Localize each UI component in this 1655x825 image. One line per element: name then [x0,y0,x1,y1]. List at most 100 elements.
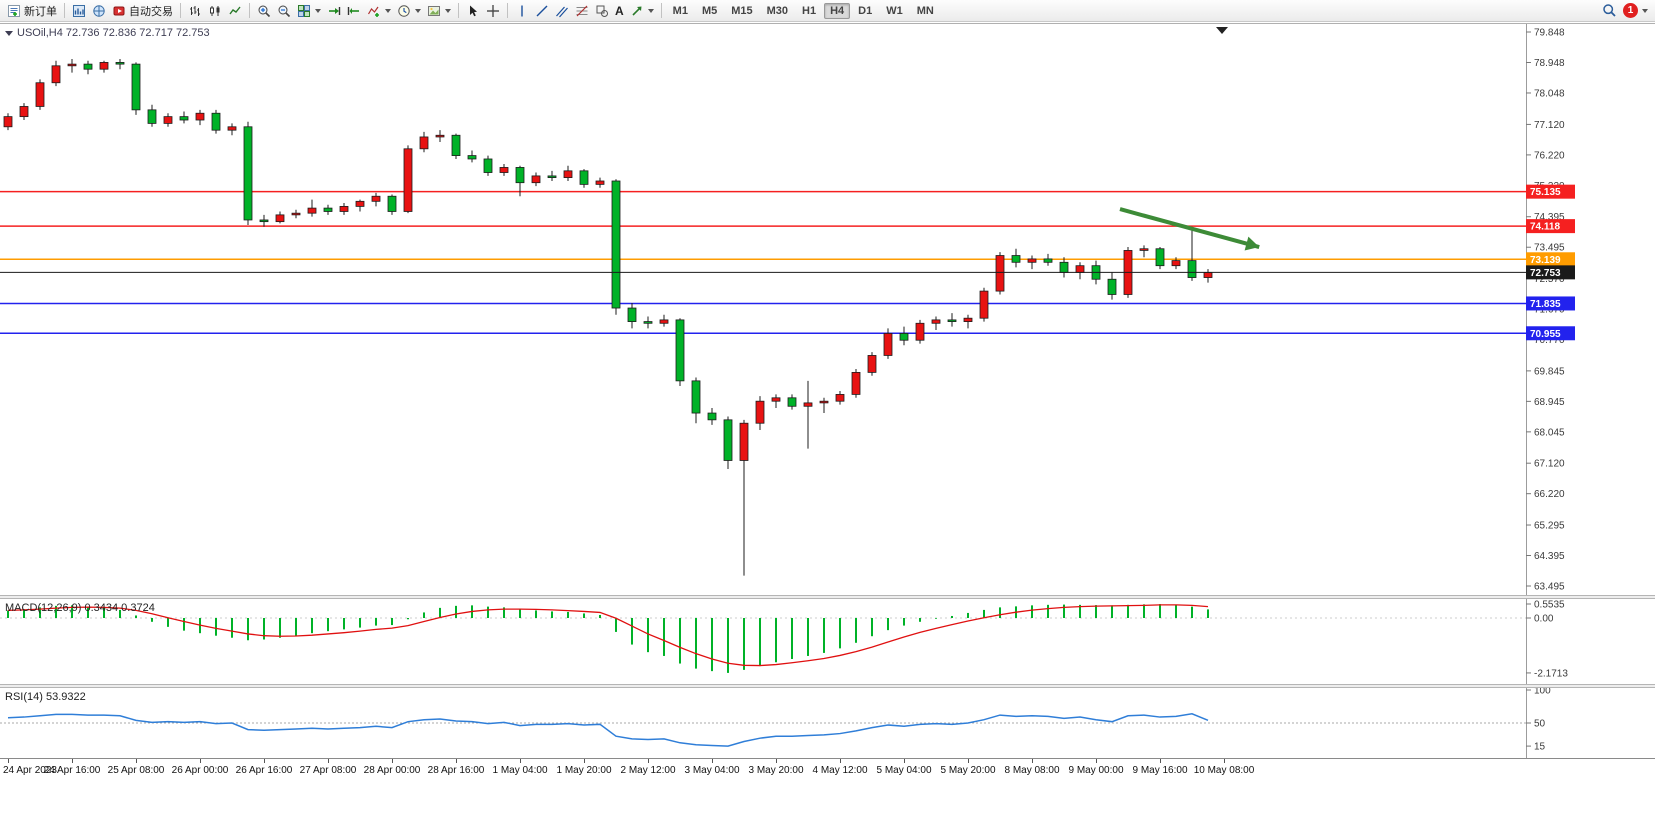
shapes-tool-button[interactable] [592,2,612,20]
time-label: 9 May 00:00 [1068,765,1124,776]
clock-icon [398,4,410,17]
candle-body [1075,265,1085,273]
period-clock-button[interactable] [394,2,424,20]
chart-window-icon [73,4,85,17]
toolbar-separator [249,3,250,18]
candle-body [435,134,445,138]
timeframe-m30-button[interactable]: M30 [766,4,789,17]
time-tick [1096,759,1097,763]
chart-window-button[interactable] [69,2,89,20]
main-chart-canvas[interactable]: 79.84878.94878.04877.12076.22075.32074.3… [0,24,1655,596]
candle-body [579,170,589,185]
zoom-out-button[interactable] [274,2,294,20]
time-tick [584,759,585,763]
candle-body [755,400,765,424]
candle-body [595,180,605,185]
indicators-icon [367,6,379,17]
candle-body [323,207,333,212]
new-order-button[interactable]: 新订单 [4,1,60,21]
auto-trading-button[interactable]: 自动交易 [109,1,176,21]
trend-arrow[interactable] [1119,207,1260,249]
candle-body [739,422,749,461]
search-button[interactable] [1599,1,1620,20]
vertical-line-tool-button[interactable] [512,2,532,20]
price-tick-label: 69.845 [1534,366,1565,377]
time-label: 2 May 12:00 [620,765,676,776]
timeframe-mn-button[interactable]: MN [916,4,934,17]
indicators-button[interactable] [364,2,394,20]
timeframe-w1-button[interactable]: W1 [886,4,903,17]
candle-body [403,148,413,212]
notifications-button[interactable]: 1 [1620,1,1651,20]
candle-body [611,180,621,309]
auto-scroll-button[interactable] [324,2,344,20]
text-tool-button[interactable]: A [612,2,627,20]
candle-body [1027,258,1037,263]
macd-canvas[interactable]: 0.5535 0.00 -2.1713 [0,599,1655,684]
price-tag [1526,326,1575,341]
chart-title: USOil,H4 72.736 72.836 72.717 72.753 [5,27,210,39]
bar-chart-icon [190,5,200,16]
trendline-tool-button[interactable] [532,2,552,20]
timeframe-h4-button[interactable]: H4 [824,2,851,19]
macd-tick-label: 0.5535 [1534,599,1565,610]
channel-icon [556,6,568,17]
time-tick [328,759,329,763]
rsi-canvas[interactable]: 100 50 15 [0,686,1655,758]
arrows-tool-button[interactable] [627,2,657,20]
time-tick [904,759,905,763]
price-tag-label: 74.118 [1530,222,1560,233]
time-tick [648,759,649,763]
bar-chart-type-button[interactable] [185,2,205,20]
time-tick [8,759,9,763]
candlestick-chart-type-button[interactable] [205,2,225,20]
candle-body [3,116,13,128]
candle-body [291,212,301,216]
panel-separator[interactable] [0,684,1655,688]
price-tick-label: 78.048 [1534,88,1565,99]
auto-scroll-icon [329,6,341,15]
dropdown-caret-icon [415,8,421,13]
crosshair-tool-button[interactable] [483,2,503,20]
fibonacci-tool-button[interactable] [572,2,592,20]
timeframe-h1-button[interactable]: H1 [802,4,817,17]
time-tick [456,759,457,763]
candle-body [803,402,813,407]
price-tick-label: 72.570 [1534,274,1565,285]
main-chart-panel[interactable]: USOil,H4 72.736 72.836 72.717 72.753 79.… [0,23,1655,596]
zoom-in-button[interactable] [254,2,274,20]
price-tag [1526,184,1575,199]
candle-body [147,109,157,124]
candle-body [1107,278,1117,295]
channel-tool-button[interactable] [552,2,572,20]
candle-body [371,195,381,202]
panel-separator[interactable] [0,595,1655,599]
chart-shift-button[interactable] [344,2,364,20]
templates-button[interactable] [424,2,454,20]
dropdown-caret-icon [385,8,391,13]
tile-windows-button[interactable] [294,2,324,20]
candle-body [35,82,45,107]
candle-body [963,317,973,322]
macd-panel[interactable]: MACD(12,26,9) 0.3434 0.3724 0.5535 0.00 -2… [0,599,1655,684]
macd-tick-label: 0.00 [1534,614,1554,625]
time-tick [264,759,265,763]
line-chart-type-button[interactable] [225,2,245,20]
rsi-panel[interactable]: RSI(14) 53.9322 100 50 15 [0,686,1655,758]
cursor-tool-button[interactable] [463,2,483,20]
fibonacci-icon [576,5,588,16]
timeframe-m5-button[interactable]: M5 [701,4,718,17]
timeframe-m15-button[interactable]: M15 [731,4,753,17]
timeframe-m1-button[interactable]: M1 [672,4,688,17]
candle-body [67,63,77,67]
new-order-icon [8,4,20,17]
timeframe-d1-button[interactable]: D1 [858,4,873,17]
market-depth-button[interactable] [89,2,109,20]
candle-body [51,65,61,84]
candle-body [131,63,141,111]
chart-menu-icon [5,30,13,36]
time-label: 26 Apr 00:00 [171,765,229,776]
trend-arrow-head[interactable] [1244,236,1260,251]
time-axis[interactable]: 24 Apr 2023 24 Apr 16:00 25 Apr 08:00 26 Ap… [0,758,1655,778]
